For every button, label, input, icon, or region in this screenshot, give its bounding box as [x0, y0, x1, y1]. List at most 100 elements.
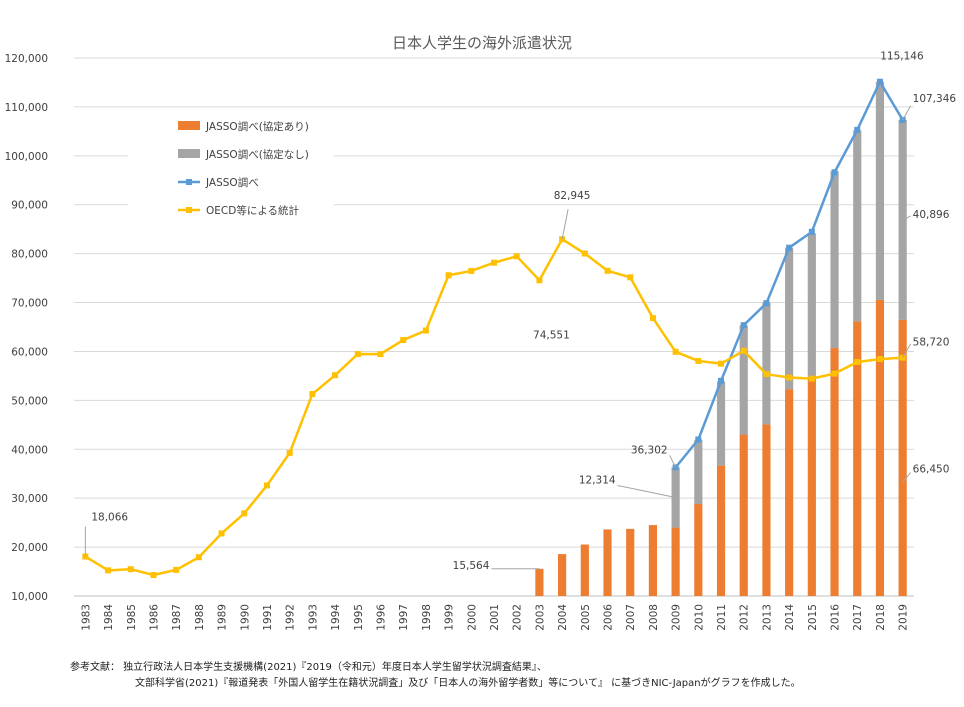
legend-box [128, 112, 334, 228]
line-point [808, 228, 815, 235]
line-point [627, 274, 634, 281]
x-tick-label: 2014 [784, 604, 796, 631]
bar [739, 325, 748, 435]
line-point [332, 372, 339, 379]
x-tick-label: 2016 [830, 604, 842, 631]
line-point [218, 530, 225, 537]
line-point [831, 370, 838, 377]
line-point [718, 360, 725, 367]
x-tick-label: 2003 [534, 604, 546, 631]
x-tick-label: 1992 [285, 604, 297, 631]
annotation-leader [902, 105, 912, 121]
bar [739, 434, 748, 596]
bar [898, 319, 907, 596]
x-tick-label: 1990 [239, 604, 251, 631]
x-tick-label: 2008 [648, 604, 660, 631]
y-tick-label: 60,000 [11, 346, 48, 358]
line-point [309, 391, 316, 398]
x-tick-label: 2015 [807, 604, 819, 631]
bar [853, 321, 862, 596]
x-tick-label: 1988 [194, 604, 206, 631]
line-point [491, 259, 497, 266]
x-tick-label: 2012 [739, 604, 751, 631]
bar [694, 439, 703, 505]
line-point [740, 347, 747, 354]
bar [830, 348, 839, 596]
line-point [105, 567, 112, 574]
x-tick-label: 2002 [512, 604, 524, 631]
line-point [241, 510, 248, 517]
line-point [286, 449, 293, 456]
line-point [876, 78, 883, 85]
x-tick-label: 1996 [375, 604, 387, 631]
line-point [695, 357, 702, 364]
line-point [831, 169, 838, 176]
x-tick-label: 1994 [330, 604, 342, 631]
bar [807, 378, 816, 596]
line-point [377, 351, 384, 358]
x-tick-label: 2007 [625, 604, 637, 631]
legend-swatch [178, 149, 200, 158]
bar [785, 389, 794, 596]
data-label: 58,720 [913, 337, 950, 349]
bar [762, 424, 771, 596]
line-point [763, 300, 770, 307]
line-point [468, 267, 475, 274]
legend-label: JASSO調べ(協定あり) [205, 120, 309, 133]
x-tick-label: 2000 [466, 604, 478, 631]
y-tick-label: 100,000 [5, 151, 48, 163]
line-point [854, 359, 861, 366]
bar [853, 130, 862, 322]
y-tick-label: 50,000 [11, 395, 48, 407]
y-tick-label: 30,000 [11, 493, 48, 505]
x-tick-label: 2018 [875, 604, 887, 631]
line-point [786, 374, 793, 381]
x-tick-label: 2013 [761, 604, 773, 631]
x-tick-label: 1987 [171, 604, 183, 631]
annotation-leader [902, 472, 912, 483]
line-point [422, 327, 429, 334]
annotation-leader [902, 343, 912, 358]
bar [762, 302, 771, 425]
series-line [84, 237, 903, 577]
legend-swatch-marker [186, 207, 192, 213]
y-tick-label: 110,000 [5, 102, 48, 114]
bar [558, 554, 567, 596]
y-tick-label: 20,000 [11, 542, 48, 554]
chart-title: 日本人学生の海外派遣状況 [392, 34, 572, 52]
line-point [581, 250, 588, 257]
x-tick-label: 1998 [421, 604, 433, 631]
legend-swatch-marker [186, 179, 192, 185]
data-label: 66,450 [913, 463, 950, 475]
y-tick-label: 80,000 [11, 249, 48, 261]
line-point [763, 371, 770, 378]
data-label: 15,564 [453, 560, 490, 572]
x-tick-label: 2011 [716, 604, 728, 631]
data-label: 82,945 [554, 190, 591, 202]
x-tick-label: 2004 [557, 604, 569, 631]
line-point [263, 482, 270, 489]
annotation-leader [902, 215, 911, 221]
bar [535, 568, 544, 596]
line-point [740, 322, 747, 329]
bar [716, 381, 726, 466]
line-point [649, 315, 656, 322]
x-tick-label: 1986 [148, 604, 160, 631]
bar [648, 525, 658, 596]
data-label: 107,346 [913, 93, 957, 105]
y-tick-label: 90,000 [11, 200, 48, 212]
x-tick-label: 1995 [353, 604, 365, 631]
bar [603, 529, 612, 596]
bar [807, 233, 816, 379]
annotation-leader [617, 484, 676, 498]
data-label: 18,066 [91, 512, 128, 524]
source-line-1: 参考文献： 独立行政法人日本学生支援機構(2021)『2019（令和元）年度日本… [70, 662, 547, 673]
x-tick-label: 2019 [898, 604, 910, 631]
bar [875, 81, 885, 300]
x-tick-label: 1983 [80, 604, 92, 631]
line-point [513, 253, 520, 260]
bar [830, 171, 839, 349]
x-tick-label: 1993 [307, 604, 319, 631]
source-line-2: 文部科学省(2021)『報道発表「外国人留学生在籍状況調査」及び「日本人の海外留… [135, 678, 801, 689]
bar [785, 247, 794, 390]
